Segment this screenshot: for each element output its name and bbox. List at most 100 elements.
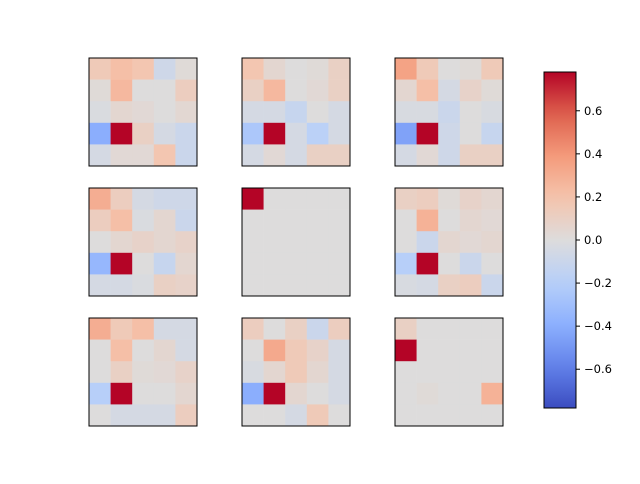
heatmap-cell (395, 58, 417, 80)
colorbar-tick-label: −0.2 (584, 276, 612, 290)
heatmap-cell (459, 361, 482, 384)
heatmap-cell (481, 144, 504, 167)
heatmap-cell (285, 318, 308, 340)
heatmap-cell (306, 101, 329, 124)
heatmap-cell (481, 101, 504, 124)
heatmap-cell (132, 382, 155, 405)
heatmap-cell (110, 58, 133, 80)
heatmap-cell (175, 361, 198, 384)
heatmap-cell (89, 79, 111, 102)
heatmap-panel-5 (241, 187, 351, 297)
heatmap-cell (263, 101, 286, 124)
colorbar-tick-label: 0.2 (584, 190, 602, 204)
panel-frame (241, 187, 351, 297)
heatmap-cell (438, 361, 461, 384)
heatmap-cell (481, 252, 504, 275)
heatmap-cell (481, 122, 504, 145)
heatmap-cell (481, 404, 504, 427)
heatmap-cell (242, 58, 264, 80)
heatmap-cell (395, 382, 417, 405)
colorbar-tick-label: 0.4 (584, 147, 602, 161)
heatmap-cell (263, 318, 286, 340)
heatmap-cell (328, 58, 351, 80)
heatmap-cell (132, 231, 155, 254)
heatmap-cell (438, 231, 461, 254)
heatmap-panel-6 (394, 187, 504, 297)
heatmap-panel-9 (394, 317, 504, 427)
heatmap-cell (242, 231, 264, 254)
heatmap-cell (416, 188, 439, 210)
panel-frame (241, 57, 351, 167)
heatmap-cell (285, 252, 308, 275)
heatmap-cell (285, 339, 308, 362)
heatmap-cell (242, 122, 264, 145)
heatmap-cell (89, 252, 111, 275)
heatmap-cell (153, 274, 176, 297)
heatmap-cell (263, 122, 286, 145)
heatmap-cell (481, 274, 504, 297)
heatmap-cell (395, 209, 417, 232)
heatmap-cell (242, 188, 264, 210)
heatmap-cell (89, 339, 111, 362)
heatmap-cell (285, 122, 308, 145)
heatmap-cell (459, 339, 482, 362)
heatmap-cell (110, 122, 133, 145)
heatmap-cell (285, 101, 308, 124)
heatmap-cell (263, 79, 286, 102)
heatmap-panel-2 (241, 57, 351, 167)
heatmap-cell (153, 188, 176, 210)
heatmap-cell (306, 252, 329, 275)
heatmap-cell (175, 122, 198, 145)
heatmap-panel-8 (241, 317, 351, 427)
heatmap-cell (306, 274, 329, 297)
heatmap-cell (242, 339, 264, 362)
heatmap-cell (242, 209, 264, 232)
heatmap-cell (481, 58, 504, 80)
colorbar-tick-label: −0.4 (584, 319, 612, 333)
colorbar-tick-label: 0.6 (584, 104, 602, 118)
heatmap-cell (459, 404, 482, 427)
heatmap-cell (175, 318, 198, 340)
heatmap-cell (153, 382, 176, 405)
heatmap-cell (285, 188, 308, 210)
heatmap-cell (416, 58, 439, 80)
heatmap-cell (328, 318, 351, 340)
heatmap-cell (306, 404, 329, 427)
heatmap-cell (328, 122, 351, 145)
heatmap-cell (285, 144, 308, 167)
panel-frame (394, 57, 504, 167)
heatmap-cell (459, 58, 482, 80)
heatmap-cell (132, 144, 155, 167)
heatmap-cell (175, 339, 198, 362)
heatmap-panel-7 (88, 317, 198, 427)
heatmap-cell (242, 79, 264, 102)
heatmap-cell (132, 188, 155, 210)
heatmap-cell (89, 122, 111, 145)
heatmap-cell (416, 382, 439, 405)
heatmap-cell (175, 209, 198, 232)
heatmap-cell (110, 382, 133, 405)
heatmap-cell (328, 231, 351, 254)
heatmap-cell (132, 274, 155, 297)
heatmap-cell (328, 144, 351, 167)
heatmap-cell (175, 188, 198, 210)
heatmap-cell (306, 318, 329, 340)
heatmap-cell (263, 274, 286, 297)
colorbar-tick-label: 0.0 (584, 233, 602, 247)
heatmap-cell (416, 274, 439, 297)
heatmap-cell (481, 339, 504, 362)
heatmap-cell (89, 361, 111, 384)
heatmap-cell (153, 58, 176, 80)
heatmap-cell (416, 209, 439, 232)
heatmap-cell (459, 274, 482, 297)
heatmap-cell (132, 361, 155, 384)
heatmap-cell (110, 209, 133, 232)
heatmap-cell (132, 209, 155, 232)
heatmap-cell (263, 361, 286, 384)
heatmap-cell (306, 188, 329, 210)
heatmap-cell (395, 318, 417, 340)
heatmap-cell (153, 404, 176, 427)
heatmap-cell (89, 188, 111, 210)
heatmap-cell (481, 79, 504, 102)
heatmap-cell (459, 101, 482, 124)
